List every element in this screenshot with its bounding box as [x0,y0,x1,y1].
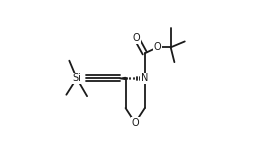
Text: O: O [133,33,140,44]
Text: O: O [154,42,161,52]
Polygon shape [120,77,126,79]
Text: Si: Si [72,73,81,83]
Text: N: N [141,73,148,83]
Text: O: O [131,118,139,128]
